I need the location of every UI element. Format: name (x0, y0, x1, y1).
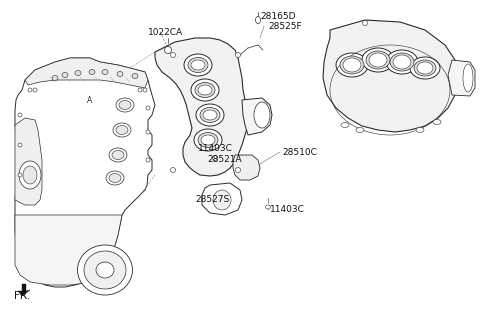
Ellipse shape (89, 70, 95, 74)
Ellipse shape (184, 54, 212, 76)
Polygon shape (323, 20, 458, 132)
Ellipse shape (255, 16, 261, 24)
Text: 28165D: 28165D (260, 12, 296, 21)
Ellipse shape (416, 128, 424, 132)
Text: 11403C: 11403C (198, 144, 233, 153)
Ellipse shape (410, 57, 440, 79)
Polygon shape (15, 215, 122, 285)
Ellipse shape (265, 205, 271, 209)
Ellipse shape (191, 60, 205, 70)
Ellipse shape (343, 58, 361, 72)
Polygon shape (202, 183, 242, 215)
Ellipse shape (116, 98, 134, 112)
Ellipse shape (200, 108, 220, 122)
Ellipse shape (417, 62, 433, 74)
Ellipse shape (362, 21, 368, 25)
Ellipse shape (106, 171, 124, 185)
Ellipse shape (33, 88, 37, 92)
Ellipse shape (146, 106, 150, 110)
Ellipse shape (170, 167, 176, 173)
Ellipse shape (198, 85, 212, 95)
Ellipse shape (117, 71, 123, 77)
Polygon shape (155, 38, 248, 176)
Ellipse shape (188, 58, 208, 72)
Ellipse shape (195, 82, 215, 98)
Ellipse shape (109, 148, 127, 162)
Ellipse shape (96, 262, 114, 278)
Ellipse shape (414, 60, 436, 76)
Ellipse shape (369, 53, 387, 67)
Ellipse shape (170, 52, 176, 58)
Ellipse shape (390, 53, 414, 71)
Ellipse shape (77, 245, 132, 295)
Ellipse shape (213, 190, 231, 210)
Ellipse shape (336, 53, 368, 77)
Ellipse shape (236, 167, 240, 173)
Ellipse shape (386, 50, 418, 74)
Ellipse shape (75, 71, 81, 75)
Text: A: A (87, 96, 93, 105)
Ellipse shape (191, 79, 219, 101)
Text: 28521A: 28521A (207, 155, 241, 164)
Ellipse shape (146, 158, 150, 162)
Ellipse shape (28, 88, 32, 92)
Ellipse shape (254, 102, 270, 128)
Ellipse shape (201, 135, 215, 145)
Ellipse shape (366, 51, 390, 69)
Ellipse shape (132, 73, 138, 79)
Ellipse shape (19, 161, 41, 189)
Polygon shape (448, 60, 475, 96)
Ellipse shape (340, 56, 364, 74)
Ellipse shape (62, 72, 68, 78)
Ellipse shape (52, 75, 58, 80)
Text: FR.: FR. (14, 291, 30, 301)
Ellipse shape (138, 88, 142, 92)
Text: 28510C: 28510C (282, 147, 317, 156)
Polygon shape (25, 58, 148, 88)
Ellipse shape (146, 130, 150, 134)
Ellipse shape (393, 55, 411, 69)
Polygon shape (15, 118, 42, 205)
Ellipse shape (213, 156, 217, 160)
Ellipse shape (102, 70, 108, 74)
Ellipse shape (84, 251, 126, 289)
Text: 28527S: 28527S (195, 195, 229, 204)
Text: 28525F: 28525F (268, 22, 301, 31)
Ellipse shape (203, 110, 217, 120)
Ellipse shape (119, 100, 131, 109)
Polygon shape (18, 284, 30, 296)
Ellipse shape (116, 126, 128, 135)
Ellipse shape (196, 104, 224, 126)
Polygon shape (242, 98, 272, 135)
Ellipse shape (236, 52, 240, 58)
Ellipse shape (113, 123, 131, 137)
Ellipse shape (23, 166, 37, 184)
Ellipse shape (112, 150, 124, 159)
Ellipse shape (18, 143, 22, 147)
Ellipse shape (143, 88, 147, 92)
Ellipse shape (109, 174, 121, 183)
Ellipse shape (433, 119, 441, 125)
Polygon shape (15, 58, 155, 287)
Polygon shape (233, 155, 260, 180)
Ellipse shape (165, 46, 171, 53)
Text: 11403C: 11403C (270, 205, 305, 214)
Ellipse shape (362, 48, 394, 72)
Ellipse shape (341, 122, 349, 128)
Ellipse shape (18, 173, 22, 177)
Ellipse shape (463, 64, 473, 92)
Text: 1022CA: 1022CA (148, 27, 183, 36)
Ellipse shape (198, 132, 218, 147)
Ellipse shape (356, 128, 364, 132)
Ellipse shape (194, 129, 222, 151)
Ellipse shape (18, 113, 22, 117)
